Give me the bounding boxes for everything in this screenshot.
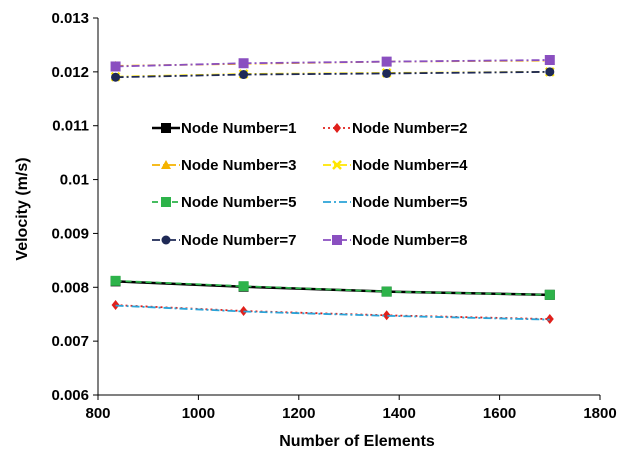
data-point xyxy=(545,67,555,77)
series-line xyxy=(115,59,550,68)
legend-label: Node Number=2 xyxy=(352,120,467,137)
legend-item: Node Number=2 xyxy=(323,120,467,137)
x-marker-stroke xyxy=(332,160,342,170)
series-7 xyxy=(111,67,555,82)
data-point xyxy=(238,58,249,69)
legend-label: Node Number=4 xyxy=(352,157,468,174)
legend-marker xyxy=(161,235,171,245)
legend-item: Node Number=5 xyxy=(323,194,467,211)
legend-marker xyxy=(332,160,342,170)
y-tick-label: 0.01 xyxy=(60,172,89,189)
series-6 xyxy=(115,304,550,321)
series-8 xyxy=(110,55,555,72)
axes: 800 1000 1200 1400 1600 1800 0.006 0.007 0.008 0.… xyxy=(51,10,616,422)
x-tick-label: 1400 xyxy=(383,405,416,422)
data-point xyxy=(238,281,249,292)
x-tick-label: 800 xyxy=(85,405,110,422)
data-point xyxy=(544,289,555,300)
data-point xyxy=(110,275,121,286)
data-point xyxy=(382,68,392,78)
data-point xyxy=(111,300,120,311)
y-tick-label: 0.011 xyxy=(52,118,89,135)
legend-item: Node Number=4 xyxy=(323,157,468,174)
x-tick-label: 1000 xyxy=(182,405,215,422)
y-tick-label: 0.009 xyxy=(51,225,89,242)
series-line xyxy=(115,304,550,320)
series-line xyxy=(115,279,550,296)
y-tick-label: 0.008 xyxy=(51,279,89,296)
series-4 xyxy=(110,66,555,82)
legend-item: Node Number=3 xyxy=(152,157,296,174)
x-tick-label: 1600 xyxy=(483,405,516,422)
legend-marker xyxy=(161,197,171,207)
data-point xyxy=(381,56,392,67)
series-5 xyxy=(110,275,555,300)
data-point xyxy=(381,286,392,297)
legend-marker xyxy=(332,235,342,245)
series-3 xyxy=(110,55,555,70)
x-tick-label: 1800 xyxy=(583,405,616,422)
series-line xyxy=(115,70,550,79)
series-2 xyxy=(111,300,554,325)
data-point xyxy=(239,70,249,80)
y-axis-title: Velocity (m/s) xyxy=(14,157,31,260)
series-1 xyxy=(110,276,555,300)
series-lines xyxy=(110,55,555,325)
y-tick-label: 0.012 xyxy=(51,64,89,81)
legend: Node Number=1 Node Number=2 Node Number=3 N… xyxy=(152,120,468,249)
x-tick-label: 1200 xyxy=(282,405,315,422)
data-point xyxy=(544,55,555,66)
legend-label: Node Number=3 xyxy=(181,157,296,174)
legend-item: Node Number=5 xyxy=(152,194,296,211)
legend-item: Node Number=8 xyxy=(323,232,467,249)
y-tick-label: 0.007 xyxy=(51,333,89,350)
data-point xyxy=(382,310,391,321)
legend-label: Node Number=8 xyxy=(352,232,467,249)
legend-item: Node Number=7 xyxy=(152,232,296,249)
y-tick-label: 0.013 xyxy=(51,10,89,27)
legend-item: Node Number=1 xyxy=(152,120,296,137)
series-line xyxy=(115,304,550,321)
data-point xyxy=(111,72,121,82)
legend-marker xyxy=(333,123,341,133)
legend-label: Node Number=5 xyxy=(181,194,296,211)
x-axis-title: Number of Elements xyxy=(279,433,435,450)
legend-label: Node Number=5 xyxy=(352,194,467,211)
legend-marker xyxy=(161,123,171,133)
legend-marker xyxy=(161,160,171,169)
legend-label: Node Number=7 xyxy=(181,232,296,249)
data-point xyxy=(110,61,121,72)
y-tick-label: 0.006 xyxy=(51,387,89,404)
legend-label: Node Number=1 xyxy=(181,120,296,137)
